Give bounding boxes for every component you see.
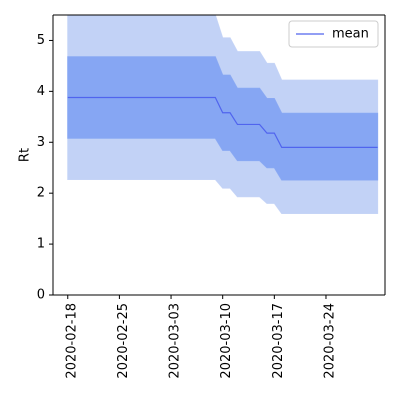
- y-tick-label: 4: [37, 84, 45, 99]
- series-line-mean: [67, 96, 378, 148]
- x-tick-label: 2020-02-18: [64, 303, 79, 379]
- y-axis-label: Rt: [18, 148, 33, 162]
- legend-box: [288, 20, 379, 48]
- x-tick-label: 2020-02-25: [116, 303, 131, 379]
- x-tick-label: 2020-03-17: [271, 303, 286, 379]
- bands-layer: [67, 15, 379, 215]
- x-tick-label: 2020-03-10: [219, 303, 234, 379]
- y-tick-label: 0: [37, 288, 45, 303]
- lines-layer: [67, 96, 378, 148]
- x-tick-label: 2020-03-24: [322, 303, 337, 379]
- y-tick-label: 2: [37, 186, 45, 201]
- legend: mean: [288, 20, 379, 48]
- axes-layer: [52, 14, 386, 296]
- band-inner: [67, 56, 379, 181]
- legend-label-mean: mean: [332, 27, 369, 42]
- ticks-layer: 0 1 2 3 4 5 2020-02-18 2020-02-25 2020-03-03 2020…: [37, 33, 338, 379]
- y-tick-label: 3: [37, 135, 45, 150]
- y-tick-label: 1: [37, 237, 45, 252]
- y-tick-label: 5: [37, 33, 45, 48]
- x-tick-label: 2020-03-03: [168, 303, 183, 379]
